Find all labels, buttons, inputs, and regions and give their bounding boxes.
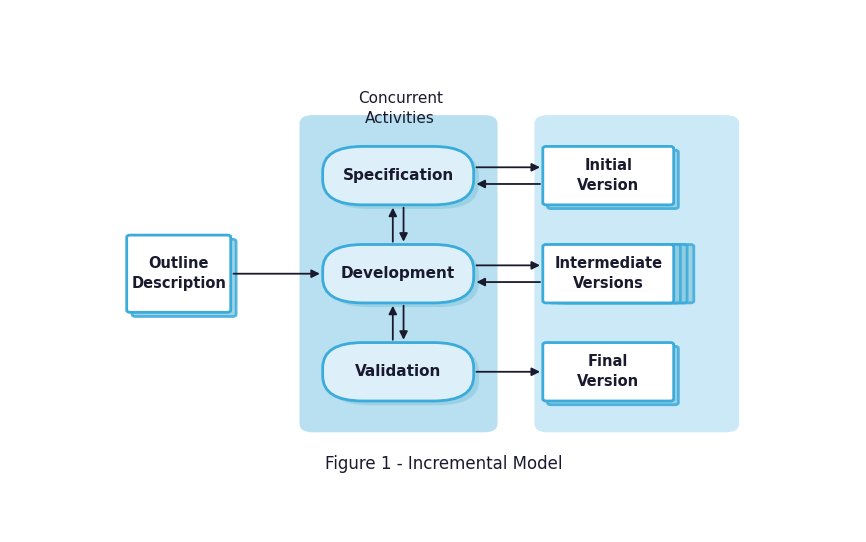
FancyBboxPatch shape [543,343,674,401]
FancyBboxPatch shape [300,115,497,433]
FancyBboxPatch shape [547,346,678,405]
FancyBboxPatch shape [556,244,687,303]
FancyBboxPatch shape [126,235,230,312]
FancyBboxPatch shape [550,244,681,303]
FancyBboxPatch shape [563,244,694,303]
Text: Initial
Version: Initial Version [578,158,639,193]
FancyBboxPatch shape [328,347,479,405]
Text: Development: Development [341,266,456,281]
FancyBboxPatch shape [323,146,474,205]
Text: Intermediate
Versions: Intermediate Versions [554,256,662,291]
Text: Outline
Description: Outline Description [132,256,226,291]
FancyBboxPatch shape [132,239,236,317]
Text: Figure 1 - Incremental Model: Figure 1 - Incremental Model [325,455,563,473]
FancyBboxPatch shape [547,150,678,209]
Text: Validation: Validation [355,364,442,379]
FancyBboxPatch shape [323,244,474,303]
FancyBboxPatch shape [323,343,474,401]
FancyBboxPatch shape [328,151,479,209]
FancyBboxPatch shape [543,146,674,205]
FancyBboxPatch shape [534,115,739,433]
Text: Concurrent
Activities: Concurrent Activities [358,92,443,126]
Text: Specification: Specification [343,168,454,183]
FancyBboxPatch shape [543,244,674,303]
Text: Final
Version: Final Version [578,354,639,389]
FancyBboxPatch shape [328,249,479,307]
